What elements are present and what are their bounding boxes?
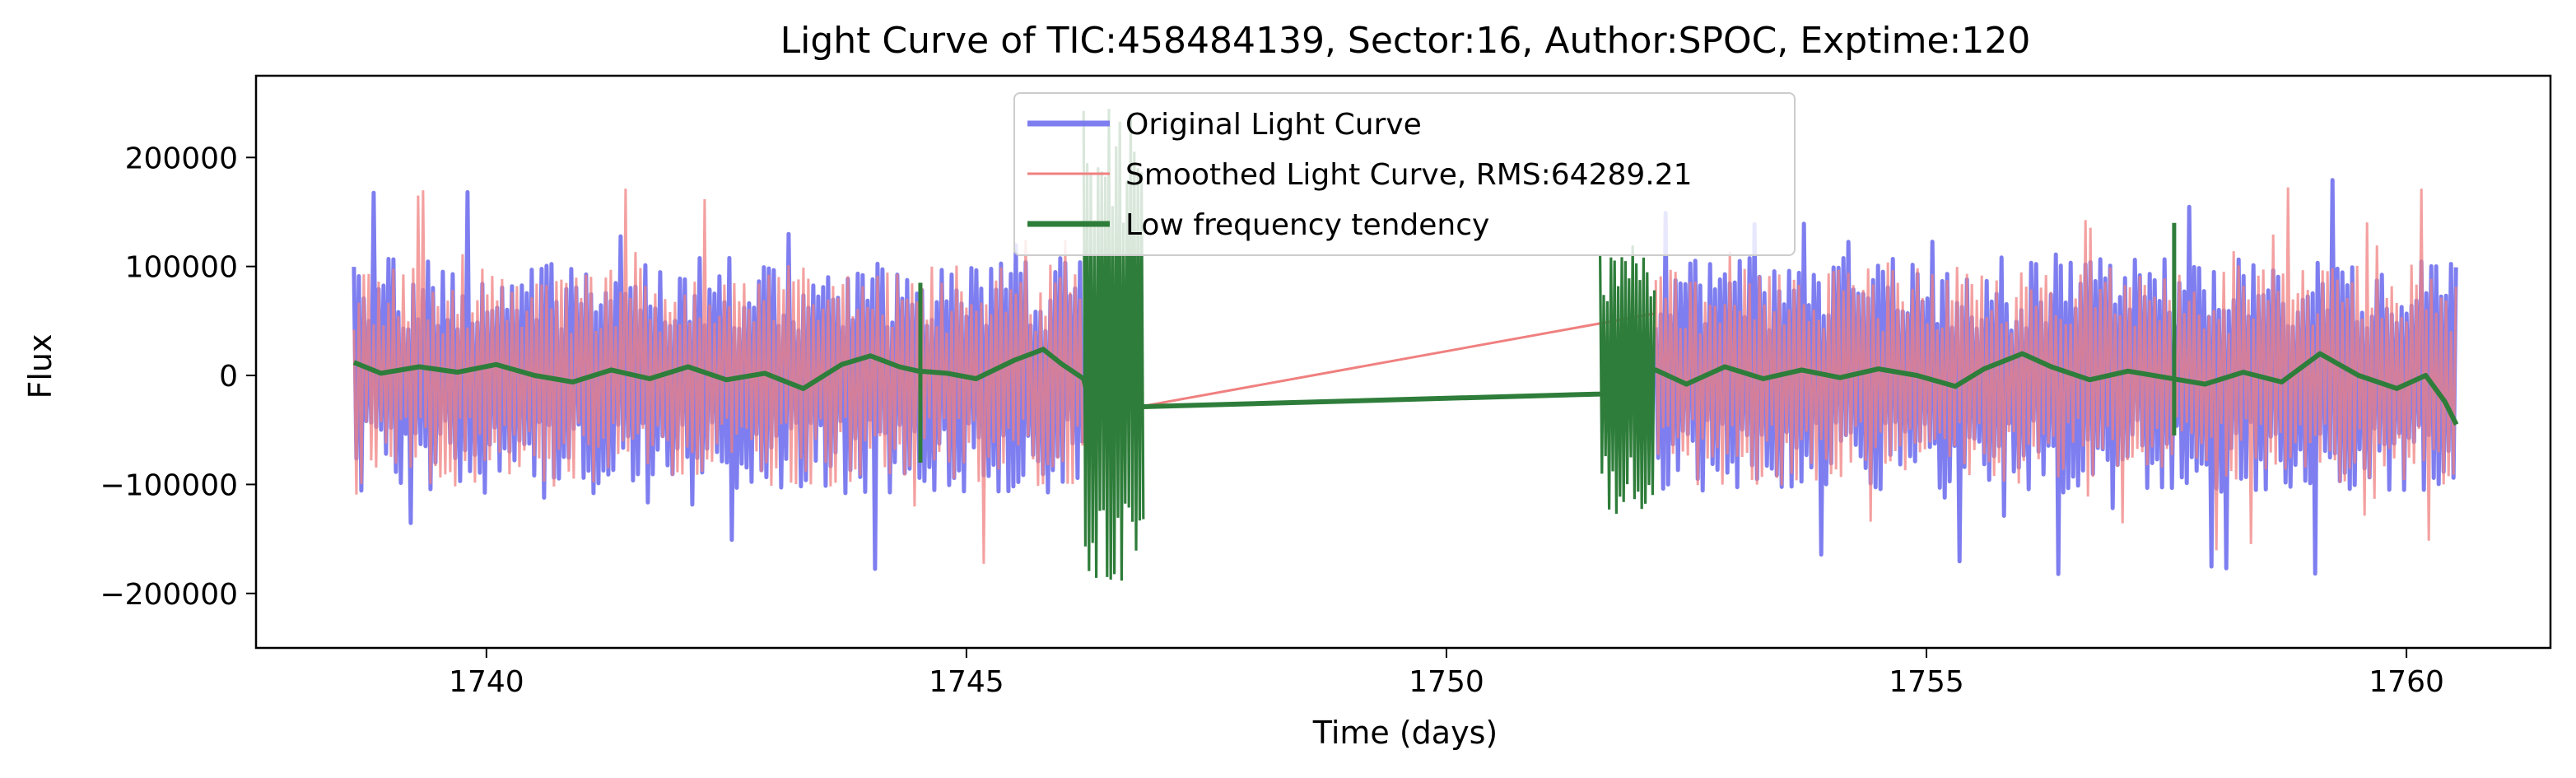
- legend-label: Smoothed Light Curve, RMS:64289.21: [1125, 158, 1693, 192]
- series-low-frequency-tendency: [352, 347, 2459, 426]
- y-tick-label: 200000: [125, 142, 238, 175]
- y-tick-label: 0: [219, 360, 238, 394]
- chart-title: Light Curve of TIC:458484139, Sector:16,…: [780, 20, 2031, 62]
- plot-content: [352, 109, 2459, 581]
- plot-area: [352, 109, 2459, 581]
- y-tick-label: 100000: [125, 251, 238, 285]
- y-tick-label: −200000: [100, 578, 238, 612]
- smoothed-gap-bridge: [1083, 312, 1656, 418]
- axis-ticks: 1740 1745 1750 1755 1760 −200000 −100000 0 10000…: [100, 142, 2443, 699]
- series-smoothed-light-curve: [352, 187, 2457, 564]
- y-axis-label: Flux: [22, 334, 58, 399]
- x-tick-label: 1755: [1889, 665, 1964, 699]
- trend-burst-1: [1082, 109, 1145, 581]
- y-tick-label: −100000: [100, 468, 238, 502]
- x-tick-label: 1760: [2369, 665, 2444, 699]
- x-axis-label: Time (days): [1312, 715, 1498, 751]
- x-tick-label: 1750: [1409, 665, 1484, 699]
- trend-burst-2: [1599, 245, 1656, 515]
- x-tick-label: 1740: [449, 665, 524, 699]
- plot-frame: [254, 74, 2552, 650]
- x-tick-label: 1745: [929, 665, 1004, 699]
- legend-box: [1013, 92, 1796, 256]
- legend-label: Low frequency tendency: [1125, 208, 1489, 242]
- legend-label: Original Light Curve: [1125, 108, 1422, 142]
- legend: Original Light Curve Smoothed Light Curve…: [1013, 92, 1796, 256]
